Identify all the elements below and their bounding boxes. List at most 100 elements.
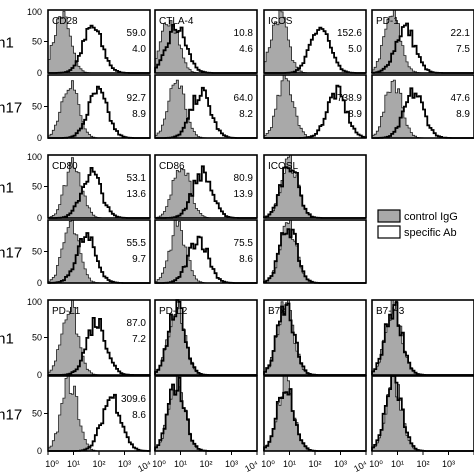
panel-frame [154, 299, 258, 376]
control-igg-value: 5.0 [348, 44, 362, 55]
x-tick-label: 10² [92, 459, 105, 469]
control-igg-value: 7.5 [456, 44, 470, 55]
x-tick-label: 10⁰ [45, 459, 59, 469]
control-igg-value: 8.9 [348, 109, 362, 120]
panel-frame [154, 9, 258, 74]
y-tick-label-50: 50 [32, 333, 42, 343]
y-tick-label-0: 0 [37, 446, 42, 456]
panel-frame [263, 154, 367, 219]
panel-frame [154, 154, 258, 219]
panel-frame [263, 9, 367, 74]
y-tick-label-100: 100 [27, 297, 42, 307]
panel-marker-label: CD80 [52, 161, 78, 172]
y-tick-label-50: 50 [32, 37, 42, 47]
control-igg-value: 7.2 [132, 334, 146, 345]
control-igg-value: 8.9 [456, 109, 470, 120]
specific-ab-value: 738.9 [337, 93, 362, 104]
x-tick-label: 10³ [334, 459, 347, 469]
row-label: Th17 [0, 407, 22, 424]
specific-ab-value: 92.7 [127, 93, 147, 104]
x-tick-label: 10² [308, 459, 321, 469]
y-tick-label-0: 0 [37, 278, 42, 288]
control-igg-value: 4.6 [239, 44, 253, 55]
y-tick-label-100: 100 [27, 152, 42, 162]
specific-ab-value: 22.1 [451, 28, 471, 39]
specific-ab-value: 75.5 [234, 238, 254, 249]
legend-label-specific: specific Ab [404, 227, 457, 239]
x-tick-label: 10³ [225, 459, 238, 469]
control-igg-value: 8.2 [239, 109, 253, 120]
x-tick-label: 10¹ [174, 459, 187, 469]
panel-marker-label: CD86 [159, 161, 185, 172]
panel-marker-label: PD-1 [376, 16, 399, 27]
x-tick-label: 10³ [118, 459, 131, 469]
y-tick-label-0: 0 [37, 68, 42, 78]
specific-ab-value: 309.6 [121, 394, 146, 405]
control-igg-value: 4.0 [132, 44, 146, 55]
panel-marker-label: B7x [268, 306, 285, 317]
specific-ab-value: 64.0 [234, 93, 254, 104]
control-igg-value: 13.6 [127, 189, 147, 200]
x-tick-label: 10¹ [67, 459, 80, 469]
legend-swatch-control [377, 209, 401, 223]
panel-marker-label: B7-H3 [376, 306, 405, 317]
control-igg-value: 8.9 [132, 109, 146, 120]
panel-frame [263, 74, 367, 139]
x-tick-label: 10¹ [391, 459, 404, 469]
control-igg-histogram [154, 375, 257, 452]
x-tick-label: 10² [416, 459, 429, 469]
x-tick-label: 10⁰ [369, 459, 383, 469]
panel-marker-label: CD28 [52, 16, 78, 27]
y-tick-label-0: 0 [37, 370, 42, 380]
control-igg-value: 8.6 [239, 254, 253, 265]
x-tick-label: 10⁴ [136, 459, 153, 474]
panel-marker-label: CTLA-4 [159, 16, 194, 27]
panel-frame [263, 299, 367, 376]
specific-ab-value: 152.6 [337, 28, 362, 39]
specific-ab-value: 59.0 [127, 28, 147, 39]
row-label: Th1 [0, 180, 14, 197]
control-igg-value: 13.9 [234, 189, 254, 200]
specific-ab-value: 80.9 [234, 173, 254, 184]
y-tick-label-0: 0 [37, 133, 42, 143]
panel-frame [263, 219, 367, 284]
specific-ab-value: 10.8 [234, 28, 254, 39]
panel-frame [371, 74, 474, 139]
control-igg-histogram [263, 375, 366, 452]
panel-marker-label: ICOS [268, 16, 293, 27]
control-igg-value: 8.6 [132, 410, 146, 421]
panel-frame [371, 9, 474, 74]
panel-frame [154, 74, 258, 139]
control-igg-histogram [47, 219, 150, 284]
y-tick-label-50: 50 [32, 409, 42, 419]
x-tick-label: 10⁰ [152, 459, 166, 469]
panel-frame [371, 299, 474, 376]
legend-label-control: control IgG [404, 211, 458, 223]
control-igg-histogram [371, 375, 474, 452]
legend-swatch-specific [377, 225, 401, 239]
x-tick-label: 10⁴ [352, 459, 369, 474]
panel-marker-label: ICOSL [268, 161, 298, 172]
control-igg-histogram [263, 74, 366, 139]
row-label: Th17 [0, 245, 22, 262]
row-label: Th1 [0, 331, 14, 348]
row-label: Th1 [0, 35, 14, 52]
specific-ab-value: 55.5 [127, 238, 147, 249]
panel-marker-label: PD-L1 [52, 306, 81, 317]
x-tick-label: 10³ [442, 459, 455, 469]
y-tick-label-50: 50 [32, 247, 42, 257]
y-tick-label-50: 50 [32, 102, 42, 112]
y-tick-label-50: 50 [32, 182, 42, 192]
control-igg-value: 9.7 [132, 254, 146, 265]
x-tick-label: 10¹ [283, 459, 296, 469]
x-tick-label: 10⁴ [243, 459, 260, 474]
x-tick-label: 10² [199, 459, 212, 469]
panel-marker-label: PD-L2 [159, 306, 188, 317]
specific-ab-value: 47.6 [451, 93, 471, 104]
panel-frame [154, 219, 258, 284]
y-tick-label-100: 100 [27, 7, 42, 17]
specific-ab-value: 87.0 [127, 318, 147, 329]
y-tick-label-0: 0 [37, 213, 42, 223]
specific-ab-value: 53.1 [127, 173, 147, 184]
